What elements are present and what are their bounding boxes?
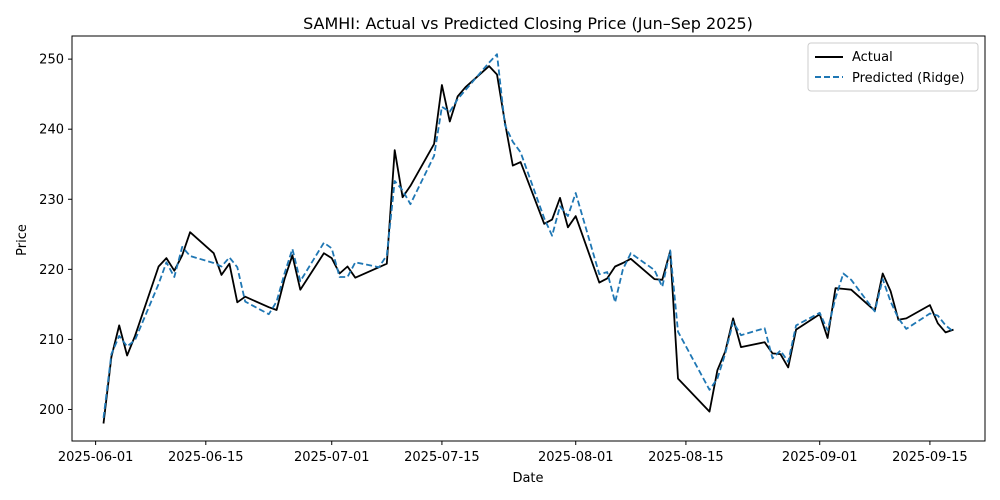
series-line-actual — [102, 65, 954, 424]
legend: Actual Predicted (Ridge) — [807, 42, 979, 92]
legend-box — [807, 42, 979, 92]
x-tick-label: 2025-06-15 — [168, 450, 244, 465]
x-tick-label: 2025-07-15 — [404, 450, 480, 465]
x-tick-label: 2025-09-01 — [782, 450, 858, 465]
x-axis-label: Date — [512, 471, 543, 486]
y-tick-label: 220 — [39, 263, 64, 278]
y-tick-label: 210 — [39, 333, 64, 348]
y-tick-label: 240 — [39, 123, 64, 138]
plot-area — [71, 35, 986, 442]
x-tick-label: 2025-06-01 — [58, 450, 134, 465]
x-axis: 2025-06-01 2025-06-15 2025-07-01 2025-07-15… — [58, 441, 968, 465]
y-tick-label: 230 — [39, 193, 64, 208]
legend-label-predicted: Predicted (Ridge) — [852, 71, 964, 86]
x-tick-label: 2025-08-15 — [648, 450, 724, 465]
x-tick-label: 2025-07-01 — [294, 450, 370, 465]
y-axis-label: Price — [15, 224, 30, 256]
y-tick-label: 250 — [39, 53, 64, 68]
x-tick-label: 2025-09-15 — [892, 450, 968, 465]
y-axis: 200 210 220 230 240 250 — [39, 53, 72, 418]
y-tick-label: 200 — [39, 403, 64, 418]
series-layer — [102, 53, 955, 424]
chart-title: SAMHI: Actual vs Predicted Closing Price… — [303, 14, 753, 33]
series-line-predicted — [102, 53, 955, 419]
axes-frame — [71, 35, 986, 442]
legend-label-actual: Actual — [852, 50, 893, 65]
x-tick-label: 2025-08-01 — [538, 450, 614, 465]
